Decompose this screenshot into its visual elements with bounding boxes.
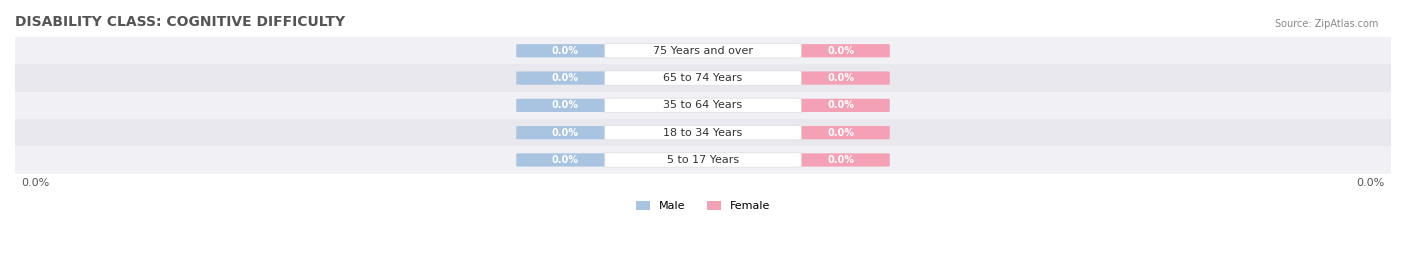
FancyBboxPatch shape (605, 98, 801, 112)
Text: Source: ZipAtlas.com: Source: ZipAtlas.com (1274, 19, 1378, 29)
Text: 0.0%: 0.0% (553, 155, 579, 165)
Text: 35 to 64 Years: 35 to 64 Years (664, 100, 742, 110)
FancyBboxPatch shape (516, 72, 614, 85)
FancyBboxPatch shape (792, 153, 890, 167)
Bar (15, 37, 1391, 64)
Text: 0.0%: 0.0% (827, 46, 853, 56)
FancyBboxPatch shape (792, 72, 890, 85)
Text: 0.0%: 0.0% (553, 73, 579, 83)
Text: 75 Years and over: 75 Years and over (652, 46, 754, 56)
Legend: Male, Female: Male, Female (631, 197, 775, 216)
FancyBboxPatch shape (516, 99, 614, 112)
Text: 0.0%: 0.0% (553, 46, 579, 56)
FancyBboxPatch shape (792, 99, 890, 112)
Text: 0.0%: 0.0% (1357, 178, 1385, 188)
Text: 0.0%: 0.0% (21, 178, 49, 188)
FancyBboxPatch shape (516, 126, 614, 139)
Text: DISABILITY CLASS: COGNITIVE DIFFICULTY: DISABILITY CLASS: COGNITIVE DIFFICULTY (15, 15, 344, 29)
Bar (15, 64, 1391, 92)
Bar (15, 119, 1391, 146)
Text: 18 to 34 Years: 18 to 34 Years (664, 128, 742, 138)
Text: 0.0%: 0.0% (827, 155, 853, 165)
Bar (15, 146, 1391, 174)
FancyBboxPatch shape (792, 44, 890, 57)
Bar (15, 92, 1391, 119)
FancyBboxPatch shape (605, 71, 801, 85)
FancyBboxPatch shape (605, 44, 801, 58)
Text: 0.0%: 0.0% (827, 128, 853, 138)
FancyBboxPatch shape (516, 153, 614, 167)
Text: 0.0%: 0.0% (827, 100, 853, 110)
Text: 5 to 17 Years: 5 to 17 Years (666, 155, 740, 165)
Text: 65 to 74 Years: 65 to 74 Years (664, 73, 742, 83)
FancyBboxPatch shape (605, 153, 801, 167)
FancyBboxPatch shape (792, 126, 890, 139)
Text: 0.0%: 0.0% (827, 73, 853, 83)
Text: 0.0%: 0.0% (553, 100, 579, 110)
Text: 0.0%: 0.0% (553, 128, 579, 138)
FancyBboxPatch shape (605, 126, 801, 140)
FancyBboxPatch shape (516, 44, 614, 57)
